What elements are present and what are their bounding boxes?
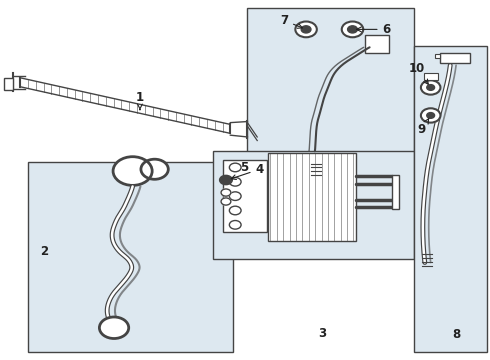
Text: 2: 2 [40,245,48,258]
Circle shape [221,198,231,205]
Text: 1: 1 [136,91,144,110]
Bar [365,35,389,53]
Circle shape [427,113,435,118]
Circle shape [229,163,241,172]
Circle shape [421,108,441,123]
Bar [435,54,441,58]
Circle shape [220,175,232,185]
Circle shape [113,157,152,185]
Circle shape [347,26,357,33]
Circle shape [221,189,231,196]
Circle shape [301,26,311,33]
Bar [213,151,414,259]
Circle shape [342,22,363,37]
Circle shape [295,22,317,37]
Bar [424,73,438,80]
Bar [269,153,356,241]
Bar [392,175,399,209]
Bar [223,160,267,232]
Text: 10: 10 [409,62,428,84]
Bar [414,45,487,352]
Circle shape [421,80,441,95]
Text: 5: 5 [240,161,248,174]
Circle shape [229,192,241,201]
Bar [27,162,233,352]
Bar [441,53,470,63]
Circle shape [229,206,241,215]
Text: 6: 6 [357,23,391,36]
Text: 7: 7 [280,14,302,28]
Bar [4,78,13,90]
Circle shape [427,85,435,90]
Text: 9: 9 [418,118,429,136]
Bar [247,8,414,252]
Circle shape [141,159,168,179]
Text: 4: 4 [231,163,264,180]
Circle shape [229,221,241,229]
Circle shape [99,317,129,338]
Circle shape [229,177,241,186]
Text: 8: 8 [452,328,460,341]
Text: 3: 3 [318,327,326,340]
